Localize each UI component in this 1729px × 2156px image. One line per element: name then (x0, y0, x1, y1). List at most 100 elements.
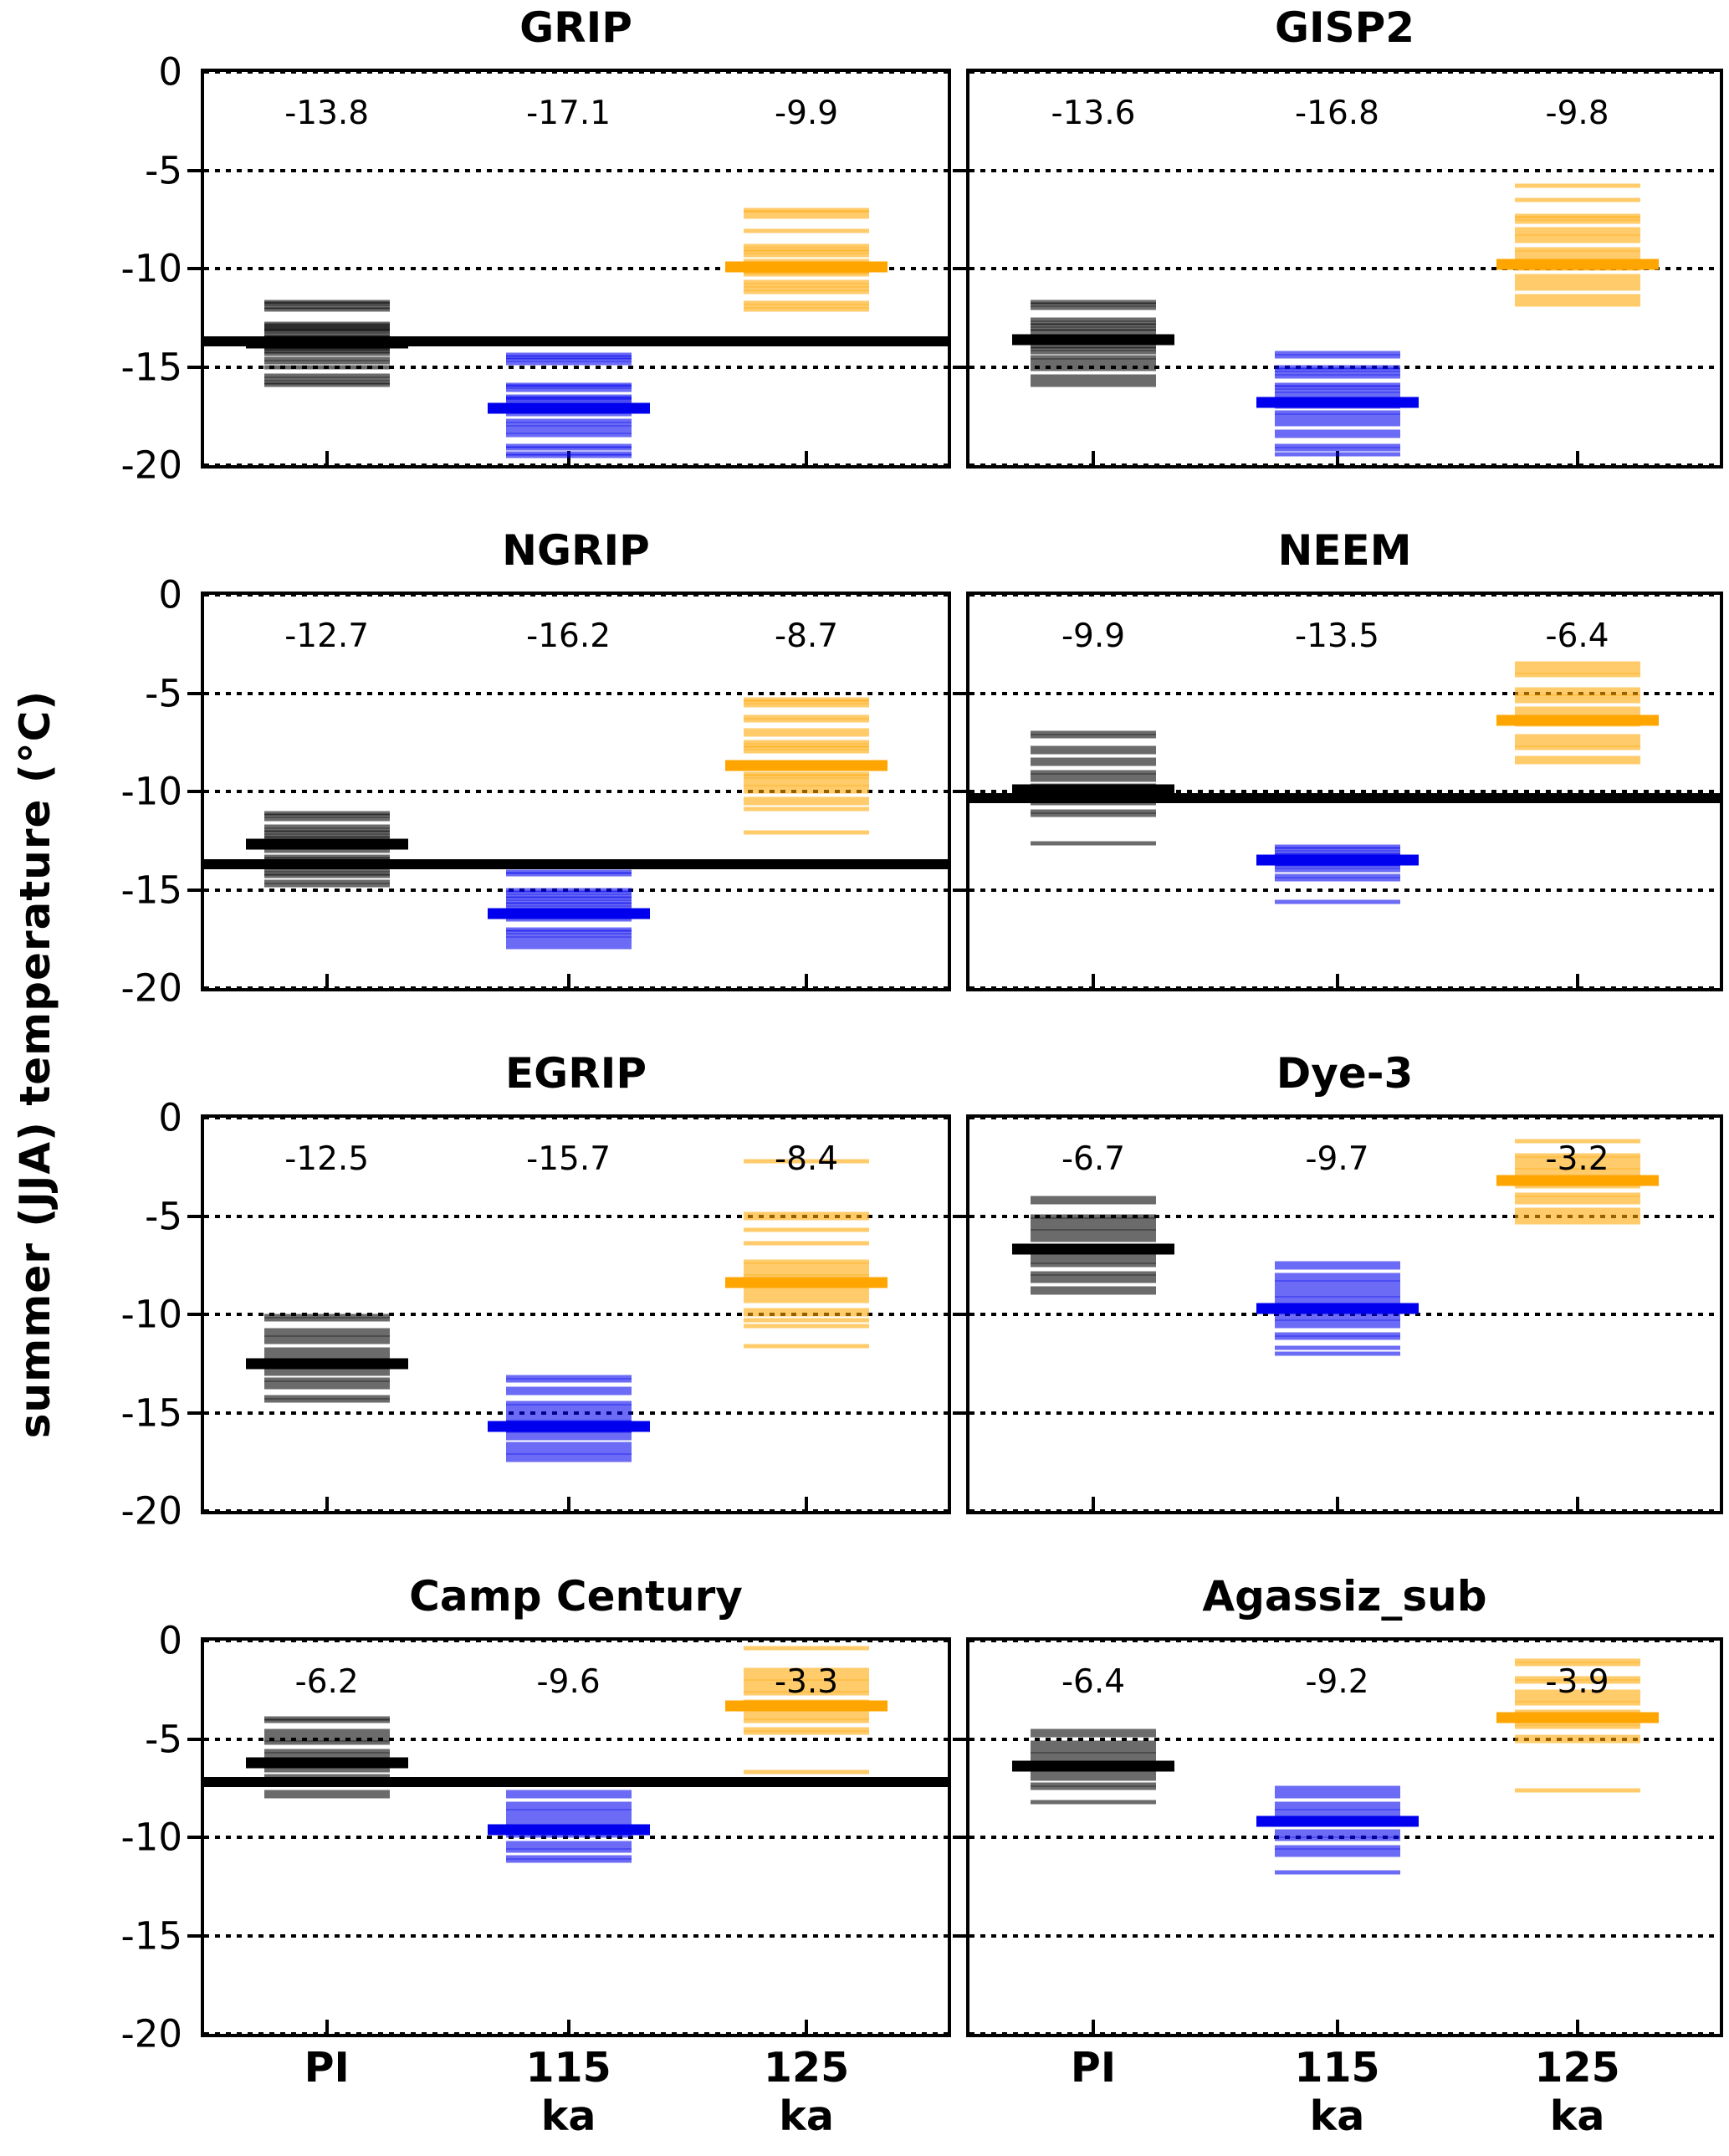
ensemble-line (744, 1259, 870, 1264)
ensemble-line (263, 811, 390, 816)
ensemble-line (1274, 443, 1400, 448)
ensemble-line (1274, 1829, 1400, 1834)
ensemble-line (1274, 877, 1400, 882)
ensemble-line (263, 873, 390, 878)
ensemble-line (263, 1335, 390, 1340)
group-mean-label: -15.7 (526, 1140, 611, 1178)
ensemble-line (744, 1267, 870, 1272)
ensemble-line (263, 1398, 390, 1403)
gridline (204, 168, 948, 172)
ensemble-line (1031, 302, 1156, 307)
ensemble-line (1514, 1698, 1640, 1702)
ensemble-line (1514, 1658, 1640, 1662)
ensemble-line (263, 1737, 390, 1741)
group-mean-label: -3.3 (775, 1663, 839, 1701)
mean-line (1496, 714, 1659, 726)
ensemble-line (744, 1274, 870, 1279)
mean-line (245, 1358, 408, 1370)
ensemble-line (744, 1672, 870, 1677)
y-tick (187, 691, 201, 695)
ensemble-line (744, 1318, 870, 1323)
ensemble-line (744, 1262, 870, 1267)
ensemble-line (263, 1794, 390, 1799)
ensemble-line (1274, 1845, 1400, 1850)
ensemble-line (505, 933, 632, 938)
ensemble-line (1274, 374, 1400, 379)
ensemble-line (1031, 1772, 1156, 1777)
group-mean-label: -6.2 (294, 1663, 359, 1701)
ensemble-line (1031, 1728, 1156, 1734)
ensemble-line (505, 905, 632, 910)
group-mean-label: -8.7 (775, 617, 839, 655)
x-tick (1335, 2020, 1339, 2034)
gridline (969, 1116, 1720, 1119)
x-tick (1092, 974, 1095, 988)
ensemble-line (744, 259, 870, 264)
ensemble-line (1514, 1156, 1640, 1161)
group-mean-label: -6.4 (1545, 617, 1609, 655)
ensemble-line (1514, 760, 1640, 765)
gridline (204, 790, 948, 793)
ensemble-line (505, 425, 632, 430)
ensemble-line (1031, 346, 1156, 351)
ensemble-line (1514, 183, 1640, 188)
ensemble-line (263, 356, 390, 361)
ensemble-line (263, 1733, 390, 1738)
ensemble-line (505, 1790, 632, 1795)
x-tick (325, 974, 329, 988)
y-tick (953, 1214, 966, 1218)
ensemble-line (263, 1347, 390, 1352)
group-mean-label: -8.4 (775, 1140, 839, 1178)
ensemble-line (744, 1711, 870, 1716)
ensemble-line (263, 1339, 390, 1344)
ensemble-line (744, 247, 870, 251)
ensemble-line (744, 304, 870, 309)
y-tick (953, 365, 966, 369)
x-tick-label: PI (1070, 2044, 1117, 2092)
ensemble-line (1514, 691, 1640, 695)
ensemble-line (1031, 1200, 1156, 1205)
ensemble-line (505, 1386, 632, 1391)
ensemble-line (1514, 219, 1640, 224)
ensemble-line (1274, 1265, 1400, 1270)
ensemble-line (263, 1367, 390, 1372)
ensemble-line (263, 833, 390, 838)
ensemble-line (1274, 868, 1400, 873)
group-mean-label: -13.6 (1051, 95, 1136, 132)
ensemble-line (505, 443, 632, 448)
ensemble-line (263, 1371, 390, 1375)
ensemble-line (263, 360, 390, 365)
ensemble-line (1274, 392, 1400, 397)
ensemble-line (1514, 1168, 1640, 1173)
y-tick-label: -10 (120, 246, 183, 291)
ensemble-line (263, 1790, 390, 1795)
y-tick (953, 1933, 966, 1938)
ensemble-line (1274, 382, 1400, 387)
gridline (204, 1116, 948, 1119)
ensemble-line (505, 1453, 632, 1458)
ensemble-line (505, 936, 632, 941)
ensemble-line (1274, 1870, 1400, 1875)
mean-line (725, 760, 888, 771)
panel-title: EGRIP (505, 1049, 647, 1098)
mean-line (487, 908, 650, 919)
mean-line (1256, 397, 1419, 408)
ensemble-line (505, 1809, 632, 1814)
ensemble-line (1031, 1233, 1156, 1238)
ensemble-line (263, 1328, 390, 1333)
x-tick (1575, 451, 1579, 465)
ensemble-line (263, 1774, 390, 1779)
ensemble-line (1274, 1316, 1400, 1321)
ensemble-line (744, 718, 870, 723)
ensemble-line (1274, 388, 1400, 393)
ensemble-line (505, 1855, 632, 1859)
ensemble-line (1514, 1679, 1640, 1684)
ensemble-line (744, 697, 870, 702)
x-tick (325, 451, 329, 465)
ensemble-line (505, 429, 632, 434)
y-tick (187, 365, 201, 369)
mean-line (1496, 1712, 1659, 1723)
gridline (204, 1737, 948, 1741)
panel-camp-century: Camp Century -6.2 -9.6 -3.3 0 -5 -10 -15 -20 PI 1… (121, 1575, 951, 2140)
ensemble-line (1031, 812, 1156, 817)
